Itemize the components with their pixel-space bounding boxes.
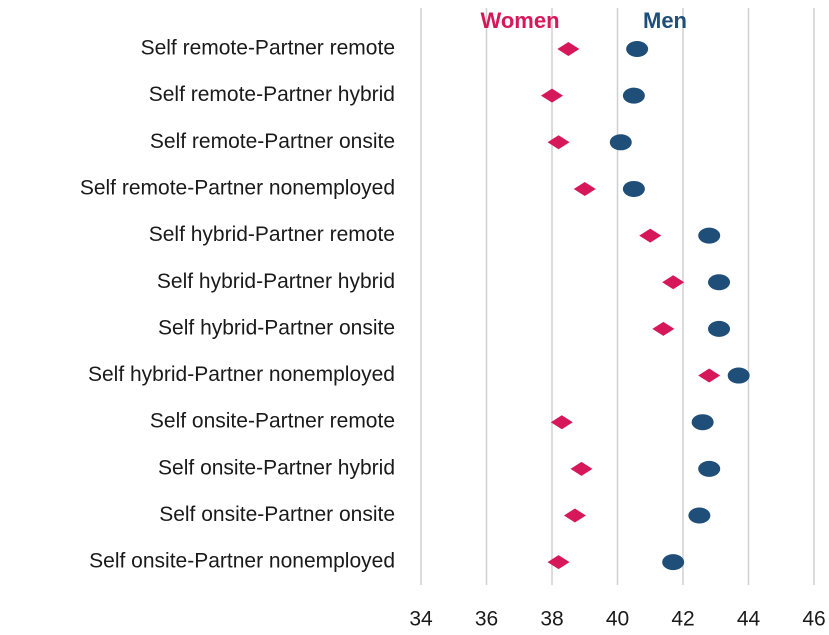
men-marker [691, 414, 714, 431]
x-tick-label: 44 [737, 608, 761, 631]
men-marker [727, 367, 750, 384]
legend-label: Men [643, 8, 687, 33]
category-label: Self hybrid-Partner remote [149, 223, 395, 246]
category-label: Self onsite-Partner hybrid [158, 456, 395, 479]
category-label: Self remote-Partner onsite [150, 130, 395, 153]
category-label: Self onsite-Partner remote [150, 410, 395, 433]
men-marker [698, 460, 721, 477]
women-marker [573, 181, 596, 196]
men-marker [708, 274, 731, 291]
category-label: Self remote-Partner nonemployed [80, 176, 395, 199]
category-label: Self hybrid-Partner nonemployed [88, 363, 395, 386]
men-marker [626, 41, 649, 57]
x-tick-label: 34 [409, 608, 433, 631]
women-marker [557, 42, 580, 56]
men-marker [698, 227, 721, 244]
category-label: Self hybrid-Partner onsite [158, 316, 395, 339]
women-marker [698, 368, 721, 383]
men-marker [662, 554, 685, 571]
women-marker [550, 415, 573, 430]
category-label: Self onsite-Partner onsite [159, 503, 395, 526]
women-marker [547, 555, 570, 570]
women-marker [563, 508, 586, 523]
x-tick-label: 38 [540, 608, 563, 631]
men-marker [622, 180, 645, 197]
men-marker [609, 134, 632, 151]
x-tick-label: 36 [475, 608, 498, 631]
men-marker [622, 87, 645, 104]
category-label: Self remote-Partner remote [141, 37, 395, 60]
women-marker [547, 135, 570, 150]
x-tick-label: 46 [802, 608, 825, 631]
category-label: Self onsite-Partner nonemployed [89, 550, 395, 573]
legend-label: Women [480, 8, 559, 33]
category-label: Self hybrid-Partner hybrid [157, 270, 395, 293]
men-marker [708, 320, 731, 337]
men-marker [688, 507, 711, 524]
women-marker [570, 461, 593, 476]
women-marker [639, 228, 662, 243]
x-tick-label: 42 [671, 608, 694, 631]
category-label: Self remote-Partner hybrid [149, 83, 395, 106]
x-tick-label: 40 [606, 608, 629, 631]
women-marker [662, 275, 685, 290]
women-marker [652, 321, 675, 336]
women-marker [541, 88, 563, 103]
